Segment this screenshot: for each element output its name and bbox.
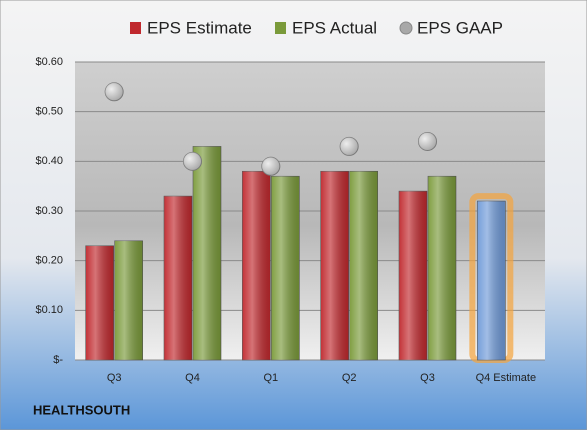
- y-tick-label: $-: [53, 354, 63, 366]
- marker-shine: [340, 137, 359, 156]
- bar-shine: [428, 176, 456, 360]
- x-tick-label: Q1: [263, 372, 278, 384]
- y-tick-label: $0.10: [35, 304, 63, 316]
- legend-label: EPS Actual: [292, 18, 377, 37]
- legend-label: EPS Estimate: [147, 18, 252, 37]
- bar-shine: [271, 176, 300, 360]
- bar-shine: [477, 201, 506, 360]
- marker-shine: [418, 132, 437, 151]
- y-tick-label: $0.30: [35, 205, 63, 217]
- bar-shine: [193, 146, 221, 360]
- bar-shine: [114, 240, 143, 360]
- legend-marker: [399, 21, 413, 35]
- y-tick-label: $0.40: [35, 155, 63, 167]
- x-tick-label: Q3: [107, 372, 122, 384]
- bar-shine: [85, 245, 114, 360]
- legend-label: EPS GAAP: [417, 18, 503, 37]
- x-tick-label: Q3: [420, 372, 435, 384]
- bar-shine: [242, 171, 271, 360]
- chart-title: HEALTHSOUTH: [33, 402, 130, 417]
- marker-shine: [261, 157, 280, 176]
- bar-shine: [399, 191, 427, 360]
- legend-marker: [130, 22, 141, 34]
- marker-shine: [105, 82, 124, 101]
- y-tick-label: $0.50: [35, 106, 63, 118]
- y-tick-label: $0.60: [35, 56, 63, 68]
- y-tick-label: $0.20: [35, 255, 63, 267]
- bar-shine: [349, 171, 378, 360]
- bar-shine: [320, 171, 349, 360]
- x-tick-label: Q2: [342, 372, 357, 384]
- marker-shine: [183, 152, 202, 171]
- bar-shine: [164, 196, 192, 360]
- x-tick-label: Q4: [185, 372, 200, 384]
- x-tick-label: Q4 Estimate: [476, 372, 537, 384]
- legend-marker: [275, 22, 286, 34]
